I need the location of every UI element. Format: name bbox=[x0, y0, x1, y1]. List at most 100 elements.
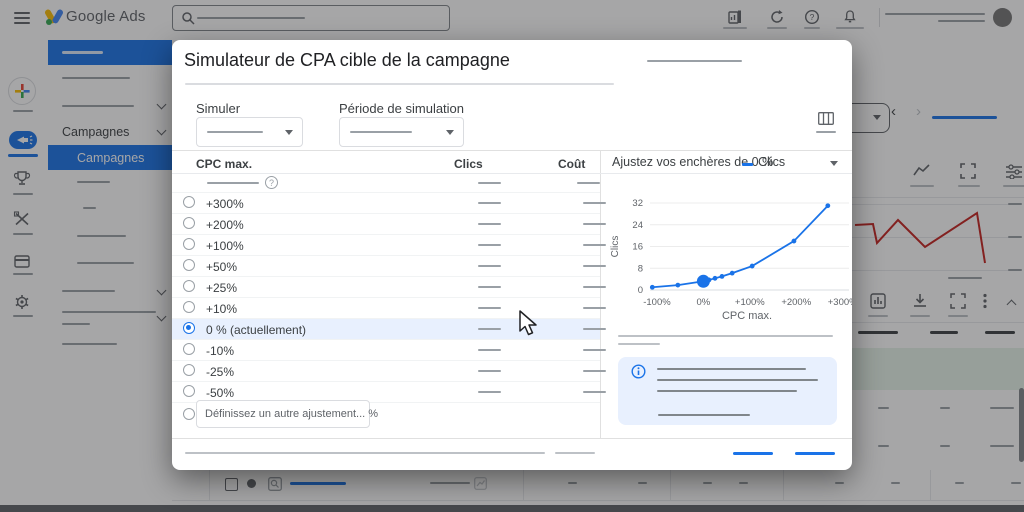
radio-button[interactable] bbox=[183, 343, 195, 355]
chevron-left-icon[interactable]: ‹ bbox=[891, 103, 896, 120]
radio-button[interactable] bbox=[183, 364, 195, 376]
cpc-adjustment-table: +300% +200% +100% +50% +25% +10% 0 % (ac… bbox=[172, 193, 606, 403]
settings-sliders-icon[interactable] bbox=[1005, 163, 1023, 179]
billing-button[interactable] bbox=[7, 253, 37, 271]
redacted-nav-item[interactable] bbox=[62, 343, 117, 345]
redacted-rail-label bbox=[13, 110, 33, 112]
avatar[interactable] bbox=[993, 8, 1012, 27]
columns-icon[interactable] bbox=[818, 112, 834, 125]
tools-wrench-icon bbox=[13, 211, 29, 226]
nav-section-campagnes[interactable]: Campagnes bbox=[62, 125, 130, 139]
expand-icon[interactable] bbox=[960, 163, 976, 179]
simulation-period-dropdown[interactable] bbox=[339, 117, 464, 147]
info-callout bbox=[618, 357, 837, 425]
cpc-adjustment-row[interactable]: +100% bbox=[172, 235, 606, 256]
nav-item-campagnes-selected[interactable]: Campagnes bbox=[48, 145, 172, 170]
radio-button[interactable] bbox=[183, 238, 195, 250]
billing-card-icon bbox=[14, 255, 30, 268]
line-chart-icon[interactable] bbox=[912, 163, 932, 179]
cpc-adjustment-row[interactable]: +25% bbox=[172, 277, 606, 298]
campaigns-nav-button[interactable] bbox=[9, 131, 37, 149]
redacted-nav-item[interactable] bbox=[83, 207, 96, 209]
redacted-icon-label bbox=[723, 27, 747, 29]
radio-button[interactable] bbox=[183, 322, 195, 334]
custom-adjustment-input[interactable]: Définissez un autre ajustement... % bbox=[196, 400, 378, 428]
table-top-border bbox=[172, 150, 852, 151]
create-button[interactable] bbox=[7, 76, 37, 106]
radio-button[interactable] bbox=[183, 385, 195, 397]
redacted-nav-item[interactable] bbox=[62, 311, 156, 313]
help-circle-icon[interactable]: ? bbox=[265, 176, 278, 189]
main-menu-icon[interactable] bbox=[14, 9, 30, 27]
redacted-icon-label bbox=[767, 27, 787, 29]
redacted-column-header bbox=[858, 331, 898, 334]
radio-button[interactable] bbox=[183, 280, 195, 292]
redacted-account-id bbox=[938, 20, 985, 22]
redacted-column-header bbox=[985, 331, 1015, 334]
svg-text:8: 8 bbox=[638, 263, 643, 274]
custom-adjustment-radio[interactable] bbox=[183, 408, 195, 420]
reports-icon[interactable] bbox=[727, 9, 743, 25]
redacted-nav-item[interactable] bbox=[77, 181, 110, 183]
metric-selector[interactable]: Clics bbox=[758, 155, 786, 169]
row-checkbox[interactable] bbox=[225, 478, 238, 491]
cpc-adjustment-row[interactable]: +300% bbox=[172, 193, 606, 214]
redacted-nav-header-label bbox=[62, 51, 103, 54]
cpc-adjustment-row[interactable]: -25% bbox=[172, 361, 606, 382]
refresh-icon[interactable] bbox=[769, 9, 785, 25]
redacted-cell-value bbox=[878, 445, 889, 447]
bar-chart-icon[interactable] bbox=[870, 293, 886, 309]
notifications-bell-icon[interactable] bbox=[842, 9, 858, 25]
redacted-clics-value bbox=[478, 202, 501, 204]
cpc-adjustment-row[interactable]: +200% bbox=[172, 214, 606, 235]
apply-button-redacted[interactable] bbox=[795, 452, 835, 455]
help-icon[interactable]: ? bbox=[804, 9, 820, 25]
nav-item-label: Campagnes bbox=[77, 151, 145, 165]
redacted-nav-item[interactable] bbox=[77, 262, 134, 264]
more-vertical-icon[interactable] bbox=[982, 293, 988, 309]
expand-icon[interactable] bbox=[950, 293, 966, 309]
redacted-clics-value bbox=[478, 265, 501, 267]
redacted-axis-tick bbox=[1008, 269, 1022, 271]
cpc-adjustment-row[interactable]: +50% bbox=[172, 256, 606, 277]
cpc-adjustment-row[interactable]: +10% bbox=[172, 298, 606, 319]
redacted-nav-item[interactable] bbox=[77, 235, 126, 237]
goals-button[interactable] bbox=[7, 169, 37, 187]
cpc-adjustment-row[interactable]: -10% bbox=[172, 340, 606, 361]
search-input[interactable] bbox=[172, 5, 450, 31]
nav-header-selected[interactable] bbox=[48, 40, 172, 65]
cpc-adjustment-label: -10% bbox=[206, 344, 235, 358]
download-icon[interactable] bbox=[912, 293, 928, 309]
admin-button[interactable] bbox=[7, 293, 37, 311]
redacted-campaign-link[interactable] bbox=[290, 482, 346, 485]
cpc-adjustment-row[interactable]: -50% bbox=[172, 382, 606, 403]
cpc-adjustment-label: +200% bbox=[206, 218, 244, 232]
simulate-dropdown[interactable] bbox=[196, 117, 303, 147]
redacted-footer-note bbox=[555, 452, 595, 454]
chevron-down-icon[interactable] bbox=[830, 161, 838, 166]
redacted-cost-value bbox=[583, 370, 606, 372]
svg-text:16: 16 bbox=[632, 242, 643, 253]
chevron-right-icon[interactable]: › bbox=[916, 103, 921, 120]
vertical-scrollbar[interactable] bbox=[1019, 388, 1024, 462]
redacted-icon-label bbox=[804, 27, 820, 29]
redacted-clics-value bbox=[478, 244, 501, 246]
chevron-down-icon bbox=[446, 130, 454, 135]
tools-button[interactable] bbox=[7, 210, 37, 228]
radio-button[interactable] bbox=[183, 196, 195, 208]
active-rail-indicator bbox=[8, 154, 38, 157]
column-header-cout: Coût bbox=[558, 157, 586, 171]
redacted-nav-item[interactable] bbox=[62, 77, 130, 79]
redacted-nav-item[interactable] bbox=[62, 290, 115, 292]
radio-button[interactable] bbox=[183, 301, 195, 313]
footer-divider bbox=[172, 438, 852, 439]
cancel-button-redacted[interactable] bbox=[733, 452, 773, 455]
cpc-adjustment-row[interactable]: 0 % (actuellement) bbox=[172, 319, 606, 340]
radio-button[interactable] bbox=[183, 217, 195, 229]
info-icon bbox=[631, 364, 646, 379]
redacted-nav-item[interactable] bbox=[62, 105, 134, 107]
redacted-nav-item[interactable] bbox=[62, 323, 90, 325]
radio-button[interactable] bbox=[183, 259, 195, 271]
redacted-icon-label bbox=[910, 315, 930, 317]
redacted-cost-value bbox=[577, 182, 600, 184]
